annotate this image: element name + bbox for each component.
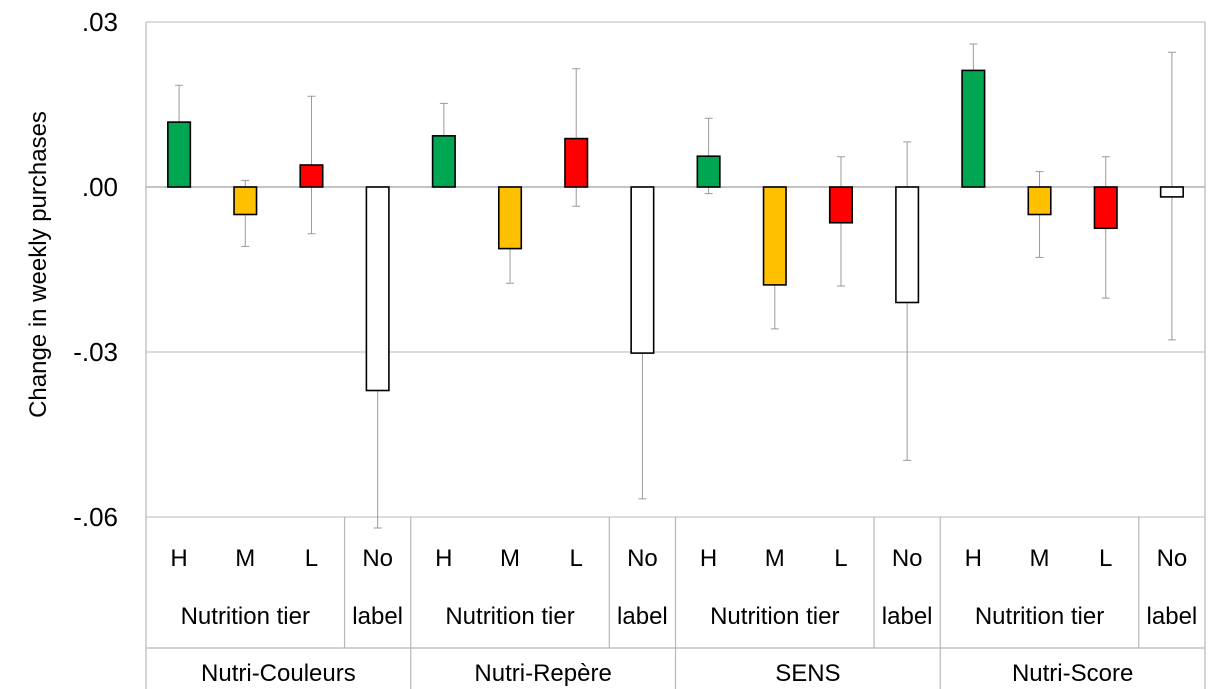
bar-sens-no-label: [895, 186, 920, 304]
bar-layer: [167, 69, 1184, 392]
bar-nutri-score-h: [961, 69, 986, 188]
axis-layer: .03 .00 -.03 -.06 Change in weekly purchases: [25, 7, 1206, 689]
subgroup-label: Nutrition tier: [710, 603, 839, 630]
y-tick-label: -.06: [73, 502, 118, 532]
bar-sens-l: [828, 186, 854, 224]
x-tick-label: label: [882, 603, 933, 630]
subgroup-label: Nutrition tier: [181, 603, 310, 630]
group-label: Nutri-Score: [1012, 660, 1133, 687]
bar-sens-m: [762, 186, 787, 286]
bar-nutri-couleurs-m: [233, 186, 258, 216]
bar-nutri-rep-re-h: [431, 135, 456, 188]
x-tick-label: L: [305, 545, 318, 572]
bar-sens-h: [696, 155, 721, 188]
x-tick-label: L: [570, 545, 583, 572]
x-tick-label: label: [352, 603, 403, 630]
subgroup-label: Nutrition tier: [445, 603, 574, 630]
x-tick-label: No: [627, 545, 658, 572]
group-label: SENS: [775, 660, 840, 687]
bar-nutri-rep-re-no-label: [630, 186, 655, 354]
x-tick-label: label: [1147, 603, 1198, 630]
bar-nutri-score-no-label: [1159, 186, 1184, 198]
error-bar-layer: [175, 43, 1176, 529]
bar-nutri-couleurs-l: [299, 164, 324, 188]
x-tick-label: L: [1099, 545, 1112, 572]
x-tick-label: label: [617, 603, 668, 630]
x-tick-label: H: [435, 545, 452, 572]
group-label: Nutri-Repère: [474, 660, 611, 687]
bar-nutri-score-m: [1027, 186, 1052, 216]
x-tick-label: H: [965, 545, 982, 572]
y-tick-label: .03: [82, 7, 118, 37]
bar-nutri-couleurs-h: [167, 121, 192, 188]
x-tick-label: M: [765, 545, 785, 572]
x-tick-label: L: [834, 545, 847, 572]
group-label: Nutri-Couleurs: [201, 660, 356, 687]
grid-layer: [146, 21, 1205, 518]
y-axis-title: Change in weekly purchases: [25, 111, 52, 418]
bar-nutri-score-l: [1093, 186, 1118, 230]
category-label-layer: H M L No label Nutrition tier Nutri-Couleurs H M…: [170, 545, 1197, 687]
x-tick-label: M: [1030, 545, 1050, 572]
y-tick-label: -.03: [73, 337, 118, 367]
bar-nutri-rep-re-m: [497, 186, 523, 250]
subgroup-label: Nutrition tier: [975, 603, 1104, 630]
x-tick-label: No: [1157, 545, 1188, 572]
bar-nutri-couleurs-no-label: [365, 186, 390, 392]
x-tick-label: H: [170, 545, 187, 572]
y-tick-label: .00: [82, 172, 118, 202]
x-tick-label: M: [500, 545, 520, 572]
x-tick-label: H: [700, 545, 717, 572]
bar-nutri-rep-re-l: [564, 137, 589, 188]
x-tick-label: No: [892, 545, 923, 572]
x-tick-label: M: [235, 545, 255, 572]
x-tick-label: No: [362, 545, 393, 572]
